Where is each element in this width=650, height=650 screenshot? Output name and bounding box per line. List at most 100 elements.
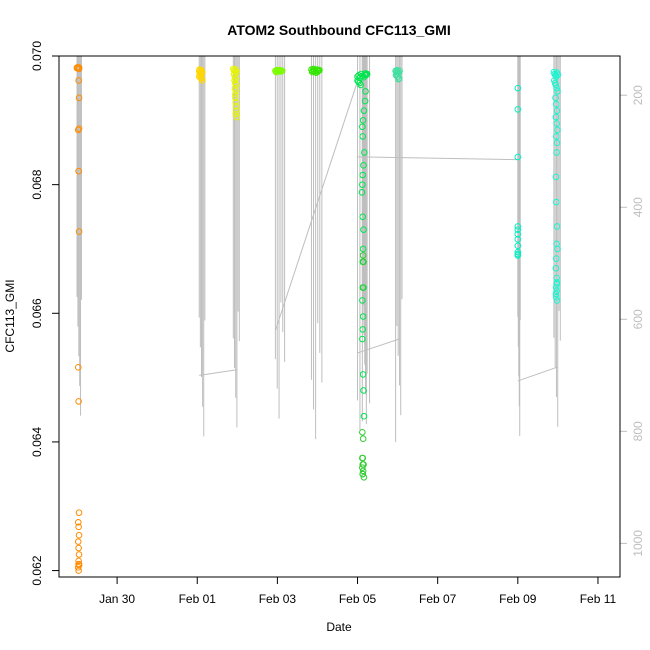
data-point — [359, 123, 366, 131]
data-point — [359, 454, 366, 462]
data-point — [359, 313, 367, 320]
data-point — [233, 107, 240, 114]
x-tick-label: Feb 11 — [580, 592, 617, 606]
data-point — [514, 252, 522, 259]
y-tick-label: 0.064 — [30, 427, 44, 457]
x-tick-label: Feb 05 — [339, 592, 377, 606]
data-point — [278, 67, 285, 75]
data-point — [359, 467, 367, 475]
flight-track-segment — [357, 156, 518, 161]
data-point — [552, 173, 560, 181]
x-axis-label: Date — [326, 620, 352, 634]
data-point — [359, 252, 367, 259]
data-point — [197, 74, 204, 82]
data-point — [395, 75, 402, 83]
y2-tick-label: 1000 — [631, 530, 645, 557]
data-point — [552, 293, 560, 301]
data-point — [274, 66, 282, 74]
chart-title: ATOM2 Southbound CFC113_GMI — [227, 22, 451, 38]
flight-track-segment — [274, 81, 359, 331]
data-point — [75, 523, 82, 531]
data-point — [360, 387, 367, 394]
data-point — [358, 189, 366, 196]
data-point — [363, 70, 371, 78]
data-point — [514, 226, 522, 233]
data-point — [314, 68, 322, 75]
data-point — [552, 290, 560, 298]
data-point — [75, 567, 82, 574]
data-point — [554, 245, 561, 253]
axes: Jan 30 Feb 01 Feb 03 Feb 05 Feb 07 Feb 09 Feb … — [30, 41, 645, 606]
data-point — [359, 245, 367, 253]
data-point — [552, 255, 560, 262]
data-point — [514, 223, 522, 230]
data-point — [514, 236, 522, 243]
data-point — [359, 335, 366, 343]
data-point — [232, 94, 239, 102]
data-point — [232, 102, 240, 110]
data-point — [553, 149, 560, 156]
data-point — [514, 248, 522, 256]
data-points — [73, 64, 562, 574]
data-point — [75, 398, 82, 405]
data-point — [232, 91, 239, 98]
data-point — [75, 544, 82, 552]
data-point — [553, 107, 561, 114]
data-point — [514, 84, 522, 92]
data-point — [552, 100, 560, 108]
data-point — [552, 94, 559, 102]
plot-border — [58, 55, 621, 578]
data-point — [553, 223, 561, 230]
flight-tracks — [76, 56, 561, 442]
data-point — [75, 557, 82, 565]
y2-tick-label: 200 — [631, 85, 645, 105]
data-point — [360, 474, 368, 481]
data-point — [233, 113, 241, 121]
data-point — [359, 117, 367, 124]
data-point — [359, 213, 367, 221]
data-point — [359, 326, 367, 333]
y2-tick-label: 800 — [631, 421, 645, 441]
data-point — [74, 519, 82, 526]
data-point — [359, 297, 366, 304]
data-point — [514, 106, 522, 113]
data-point — [359, 133, 367, 140]
data-point — [552, 264, 560, 272]
data-point — [75, 531, 83, 539]
x-tick-label: Feb 03 — [259, 592, 297, 606]
data-point — [359, 428, 366, 436]
data-point — [75, 509, 83, 516]
data-point — [552, 284, 560, 291]
data-point — [232, 87, 240, 95]
y-tick-label: 0.062 — [30, 555, 44, 585]
data-point — [554, 88, 561, 95]
data-point — [197, 73, 205, 81]
data-point — [553, 84, 560, 92]
data-point — [75, 167, 82, 175]
data-point — [359, 435, 367, 443]
data-point — [552, 81, 560, 89]
data-point — [360, 412, 368, 420]
data-point — [553, 139, 561, 147]
data-point — [75, 77, 82, 84]
data-point — [552, 73, 560, 80]
data-point — [360, 226, 367, 233]
x-tick-label: Feb 07 — [419, 592, 457, 606]
y2-tick-label: 400 — [631, 197, 645, 217]
flight-track-segment — [199, 369, 237, 376]
data-point — [514, 242, 522, 250]
data-point — [359, 464, 366, 471]
data-point — [232, 99, 240, 106]
y-axis-label: CFC113_GMI — [3, 279, 17, 352]
data-point — [363, 71, 370, 78]
x-tick-label: Feb 01 — [179, 592, 217, 606]
data-point — [360, 258, 367, 266]
data-point — [361, 97, 369, 105]
x-tick-label: Feb 09 — [499, 592, 537, 606]
data-point — [514, 153, 522, 161]
data-point — [75, 65, 83, 73]
data-point — [361, 149, 368, 156]
data-point — [75, 228, 83, 235]
data-point — [554, 71, 562, 78]
